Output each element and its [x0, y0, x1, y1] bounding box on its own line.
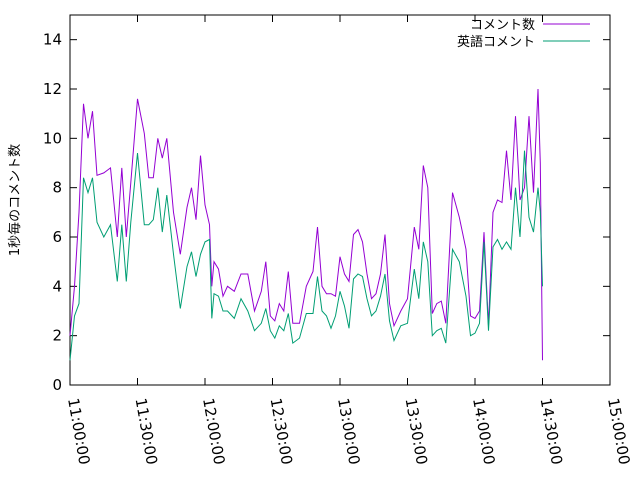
- x-tick-label: 12:30:00: [267, 397, 296, 466]
- series-layer: [69, 88, 543, 361]
- x-tick-label: 13:00:00: [334, 397, 363, 466]
- x-tick-label: 13:30:00: [402, 397, 431, 466]
- y-tick-label: 6: [52, 228, 62, 246]
- legend-label-english-comments: 英語コメント: [457, 34, 535, 50]
- x-tick-label: 14:00:00: [469, 397, 498, 466]
- x-axis: 11:00:00 11:30:00 12:00:00 12:30:00 13:00:00…: [64, 15, 633, 466]
- y-tick-label: 4: [52, 277, 62, 295]
- y-axis-title: 1秒毎のコメント数: [7, 144, 23, 256]
- y-tick-label: 12: [43, 80, 62, 98]
- plot-frame: [69, 14, 611, 386]
- y-tick-label: 0: [52, 376, 62, 394]
- x-tick-label: 14:30:00: [537, 397, 566, 466]
- legend-label-comments: コメント数: [470, 18, 535, 33]
- x-tick-label: 12:00:00: [199, 397, 228, 466]
- y-tick-label: 14: [43, 31, 62, 49]
- legend: コメント数 英語コメント: [457, 18, 590, 50]
- x-tick-label: 11:30:00: [132, 397, 161, 466]
- series-line-1: [69, 88, 543, 361]
- y-tick-label: 8: [52, 179, 62, 197]
- y-tick-label: 2: [52, 327, 62, 345]
- x-tick-label: 11:00:00: [64, 397, 93, 466]
- x-tick-label: 15:00:00: [604, 397, 633, 466]
- series-line-2: [69, 150, 543, 361]
- y-tick-label: 10: [43, 129, 62, 147]
- y-axis: 0 2 4 6 8 10 12 14: [43, 31, 610, 394]
